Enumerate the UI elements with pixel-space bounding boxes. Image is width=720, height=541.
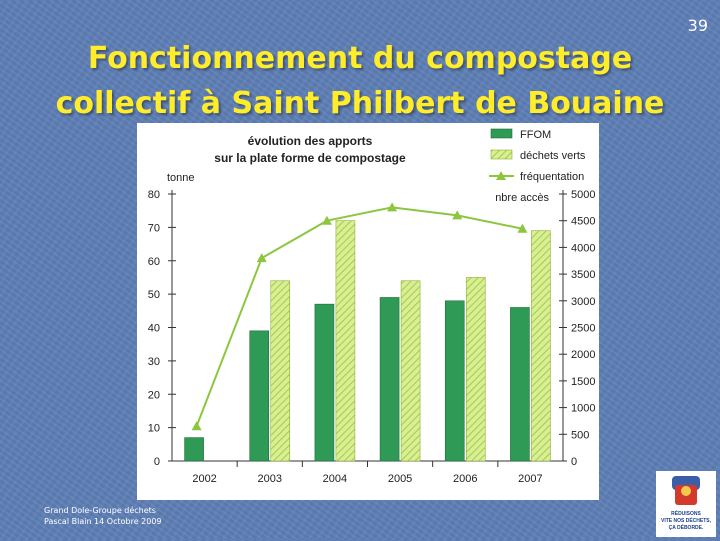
footer: Grand Dole-Groupe déchets Pascal Blain 1… <box>44 505 162 527</box>
bar-dechets-verts-2007 <box>531 230 551 462</box>
logo-text-line-2: VITE NOS DÉCHETS, <box>661 516 712 524</box>
y-tick-label: 80 <box>148 189 160 201</box>
bar-ffom-2004 <box>314 303 335 462</box>
chart-panel: évolution des apports sur la plate forme… <box>137 123 599 500</box>
logo-text: RÉDUISONS VITE NOS DÉCHETS, ÇA DÉBORDE. <box>661 509 712 531</box>
chart-title-line-1: évolution des apports <box>248 134 373 148</box>
bar-ffom-2005 <box>379 297 400 462</box>
y-tick-label: 20 <box>148 389 160 401</box>
y-tick-label: 70 <box>148 222 160 234</box>
footer-line-1: Grand Dole-Groupe déchets <box>44 506 156 515</box>
slide-title: Fonctionnement du compostage collectif à… <box>0 36 720 126</box>
slide-title-line-2: collectif à Saint Philbert de Bouaine <box>55 86 665 121</box>
chart-title-line-2: sur la plate forme de compostage <box>214 151 406 165</box>
y-tick-label: 0 <box>154 456 160 468</box>
bar-ffom-2006 <box>444 300 465 462</box>
footer-line-2: Pascal Blain 14 Octobre 2009 <box>44 517 162 526</box>
bars-layer <box>184 220 551 462</box>
frequentation-point-2003 <box>256 253 267 263</box>
frequentation-point-2002 <box>191 421 202 431</box>
y-tick-label: 50 <box>148 289 160 301</box>
y2-tick-label: 3000 <box>571 296 595 308</box>
y-axis-label: tonne <box>167 172 195 184</box>
frequentation-point-2005 <box>387 202 398 212</box>
x-tick-label: 2006 <box>453 473 477 485</box>
compost-chart: évolution des apports sur la plate forme… <box>148 128 596 485</box>
logo-text-line-1: RÉDUISONS <box>671 509 701 517</box>
x-tick-label: 2002 <box>192 473 216 485</box>
bar-ffom-2002 <box>184 437 204 462</box>
y2-tick-label: 3500 <box>571 269 595 281</box>
legend-label-frequentation: fréquentation <box>520 171 584 183</box>
x-tick-label: 2004 <box>323 473 347 485</box>
axes-layer: 0 10 20 30 40 50 60 70 80 0 500 1000 1500 2000 2500 300… <box>148 189 596 485</box>
y2-tick-label: 500 <box>571 429 589 441</box>
legend-label-dechets-verts: déchets verts <box>520 150 586 162</box>
frequentation-point-2006 <box>452 210 463 220</box>
bar-dechets-verts-2005 <box>400 280 421 462</box>
legend-swatch-ffom <box>490 128 513 139</box>
reduisons-logo: RÉDUISONS VITE NOS DÉCHETS, ÇA DÉBORDE. <box>656 471 716 537</box>
x-tick-label: 2007 <box>518 473 542 485</box>
frequentation-point-2004 <box>321 215 332 225</box>
legend-label-ffom: FFOM <box>520 129 551 141</box>
y-tick-label: 10 <box>148 423 160 435</box>
chart-legend: FFOM déchets verts fréquentation <box>489 128 586 183</box>
y2-tick-label: 4500 <box>571 216 595 228</box>
logo-text-line-3: ÇA DÉBORDE. <box>669 523 704 531</box>
y-tick-label: 60 <box>148 256 160 268</box>
bar-ffom-2003 <box>249 330 270 462</box>
y2-tick-label: 4000 <box>571 242 595 254</box>
y-tick-label: 40 <box>148 323 160 335</box>
frequentation-point-2007 <box>517 223 528 233</box>
x-tick-label: 2003 <box>258 473 282 485</box>
y2-tick-label: 2500 <box>571 323 595 335</box>
slide-number: 39 <box>687 16 708 35</box>
x-tick-label: 2005 <box>388 473 412 485</box>
y2-tick-label: 5000 <box>571 189 595 201</box>
frequentation-line <box>195 206 523 427</box>
bar-dechets-verts-2004 <box>335 220 356 462</box>
bar-dechets-verts-2006 <box>465 277 486 462</box>
line-layer <box>191 202 528 431</box>
bar-dechets-verts-2003 <box>270 280 291 462</box>
bar-ffom-2007 <box>510 307 530 462</box>
legend-marker-frequentation <box>496 171 506 180</box>
y-tick-label: 30 <box>148 356 160 368</box>
y2-tick-label: 1500 <box>571 376 595 388</box>
slide-title-line-1: Fonctionnement du compostage <box>87 41 633 76</box>
y2-tick-label: 2000 <box>571 349 595 361</box>
y2-tick-label: 1000 <box>571 403 595 415</box>
legend-swatch-dechets-verts <box>490 149 513 160</box>
y2-tick-label: 0 <box>571 456 577 468</box>
logo-bin-face <box>681 486 691 496</box>
y2-axis-label: nbre accès <box>495 192 549 204</box>
